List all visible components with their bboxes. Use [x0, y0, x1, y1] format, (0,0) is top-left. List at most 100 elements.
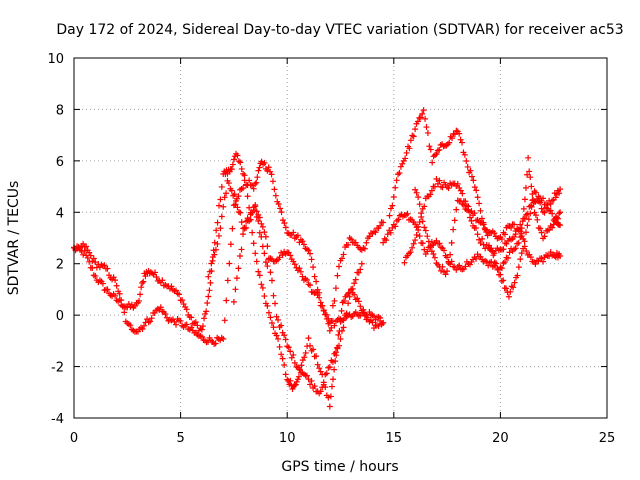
- data-point: [547, 207, 554, 214]
- data-point: [221, 317, 228, 324]
- data-point: [305, 247, 312, 254]
- data-point: [340, 251, 347, 258]
- data-point: [546, 226, 553, 233]
- data-point: [552, 194, 559, 201]
- data-point: [389, 202, 396, 209]
- data-point: [320, 307, 327, 314]
- data-point: [113, 282, 120, 289]
- data-point: [287, 348, 294, 355]
- data-point: [438, 267, 445, 274]
- data-point: [147, 318, 154, 325]
- data-point: [241, 224, 248, 231]
- data-point: [335, 263, 342, 270]
- data-point: [538, 229, 545, 236]
- axis-ticks: [73, 57, 608, 419]
- data-point: [311, 273, 318, 280]
- data-point: [434, 147, 441, 154]
- data-point: [238, 165, 245, 172]
- data-point: [234, 204, 241, 211]
- data-point: [467, 167, 474, 174]
- data-point: [501, 231, 508, 238]
- data-point: [284, 376, 291, 383]
- data-point: [303, 276, 310, 283]
- data-point: [183, 306, 190, 313]
- data-point: [355, 298, 362, 305]
- data-point: [522, 229, 529, 236]
- data-point: [276, 343, 283, 350]
- data-point: [218, 213, 225, 220]
- data-point: [538, 255, 545, 262]
- data-point: [137, 291, 144, 298]
- data-points: [71, 107, 564, 410]
- data-point: [392, 184, 399, 191]
- data-point: [214, 240, 221, 247]
- data-point: [211, 251, 218, 258]
- data-point: [328, 383, 335, 390]
- data-point: [511, 279, 518, 286]
- data-point: [454, 180, 461, 187]
- x-tick-label: 5: [176, 431, 184, 446]
- data-point: [152, 269, 159, 276]
- data-point: [80, 251, 87, 258]
- data-point: [270, 324, 277, 331]
- data-point: [498, 236, 505, 243]
- data-point: [406, 145, 413, 152]
- data-point: [476, 236, 483, 243]
- data-point: [457, 136, 464, 143]
- data-point: [176, 291, 183, 298]
- data-point: [307, 250, 314, 257]
- data-point: [226, 260, 233, 267]
- data-point: [259, 284, 266, 291]
- data-point: [249, 209, 256, 216]
- data-point: [358, 260, 365, 267]
- data-point: [527, 254, 534, 261]
- data-point: [225, 180, 232, 187]
- data-point: [208, 260, 215, 267]
- data-point: [232, 286, 239, 293]
- data-point: [101, 262, 108, 269]
- data-point: [532, 212, 539, 219]
- data-point: [349, 285, 356, 292]
- data-point: [218, 183, 225, 190]
- data-point: [477, 240, 484, 247]
- data-point: [471, 184, 478, 191]
- data-point: [310, 264, 317, 271]
- data-point: [278, 351, 285, 358]
- data-point: [514, 272, 521, 279]
- data-point: [380, 239, 387, 246]
- data-point: [331, 322, 338, 329]
- data-point: [357, 303, 364, 310]
- data-point: [399, 160, 406, 167]
- data-point: [417, 114, 424, 121]
- data-point: [292, 381, 299, 388]
- data-point: [402, 155, 409, 162]
- data-point: [84, 254, 91, 261]
- data-point: [138, 284, 145, 291]
- data-point: [456, 130, 463, 137]
- data-point: [118, 297, 125, 304]
- data-point: [328, 324, 335, 331]
- data-point: [281, 332, 288, 339]
- data-point: [316, 365, 323, 372]
- data-point: [479, 235, 486, 242]
- data-point: [253, 208, 260, 215]
- data-point: [386, 212, 393, 219]
- data-point: [290, 229, 297, 236]
- x-tick-label: 0: [70, 431, 78, 446]
- data-point: [500, 246, 507, 253]
- data-point: [544, 201, 551, 208]
- data-point: [121, 309, 128, 316]
- data-point: [228, 187, 235, 194]
- data-point: [477, 207, 484, 214]
- data-point: [512, 231, 519, 238]
- data-point: [233, 197, 240, 204]
- data-point: [521, 243, 528, 250]
- data-point: [206, 287, 213, 294]
- data-point: [538, 205, 545, 212]
- data-point: [323, 370, 330, 377]
- data-point: [127, 322, 134, 329]
- data-point: [461, 151, 468, 158]
- data-point: [238, 246, 245, 253]
- data-point: [252, 203, 259, 210]
- data-point: [345, 300, 352, 307]
